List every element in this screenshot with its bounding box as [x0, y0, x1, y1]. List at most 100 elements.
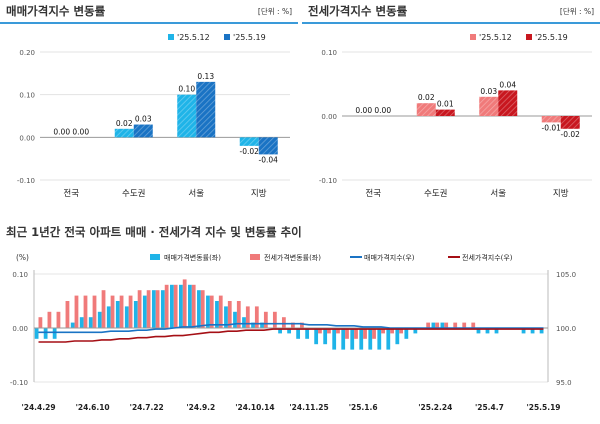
legend-swatch-1 [224, 34, 230, 40]
trend-bar-0 [332, 328, 337, 350]
trend-left-tick: -0.10 [10, 379, 28, 387]
trend-bar-0 [52, 328, 57, 339]
bar-지방-0 [239, 137, 259, 146]
trend-bar-1 [173, 284, 178, 328]
bar-수도권-0 [114, 128, 134, 138]
trend-bar-1 [137, 290, 142, 328]
legend-label-1: '25.5.19 [535, 33, 568, 42]
trend-bar-1 [146, 290, 151, 328]
bar-서울-0 [479, 96, 499, 116]
jeonse-panel-title: 전세가격지수 변동률 [308, 4, 408, 18]
trend-bar-1 [245, 306, 250, 328]
trend-bar-0 [386, 328, 391, 350]
trend-bar-1 [354, 328, 358, 339]
y-tick-label: -0.10 [17, 177, 35, 185]
trend-bar-0 [494, 328, 499, 334]
trend-bar-1 [300, 322, 304, 328]
trend-legend-label-2: 매매가격지수(우) [364, 253, 415, 262]
trend-bar-1 [254, 306, 259, 328]
x-category-label: 전국 [365, 188, 381, 199]
trend-bar-0 [160, 290, 165, 328]
y-tick-label: 0.10 [19, 92, 35, 100]
bar-value-label: 0.03 [480, 87, 497, 96]
trend-bar-0 [179, 284, 183, 328]
jeonse-panel-header: 전세가격지수 변동률 [단위 : %] [302, 0, 600, 24]
x-category-label: 서울 [188, 189, 204, 199]
trend-bar-0 [278, 328, 282, 334]
jeonse-change-bar-chart: '25.5.12'25.5.19-0.100.000.100.00 0.00전국0… [319, 33, 592, 199]
trend-right-tick: 105.0 [556, 271, 576, 279]
trend-bar-1 [363, 328, 367, 339]
trend-bar-1 [209, 295, 214, 328]
trend-bar-1 [227, 301, 232, 328]
trend-legend-label-3: 전세가격지수(우) [462, 253, 513, 262]
trend-line-3 [38, 328, 544, 343]
trend-bar-1 [182, 279, 187, 328]
trend-bar-1 [56, 311, 61, 328]
bar-지방-1 [560, 116, 580, 129]
trend-x-tick: '25.2.24 [418, 403, 452, 412]
trend-left-tick: 0.10 [12, 271, 28, 279]
left-axis-unit: (%) [16, 253, 29, 262]
trend-bar-0 [215, 301, 219, 328]
trend-bar-0 [133, 301, 138, 328]
trend-bar-1 [435, 322, 440, 328]
trend-x-tick: '25.1.6 [349, 403, 378, 412]
trend-bar-1 [65, 301, 70, 328]
trend-bar-1 [272, 311, 277, 328]
trend-bar-1 [471, 322, 476, 328]
legend-swatch-1 [526, 34, 532, 40]
trend-x-tick: '25.5.19 [526, 403, 560, 412]
bar-수도권-1 [435, 109, 455, 116]
trend-bar-0 [43, 328, 48, 339]
trend-bar-0 [530, 328, 535, 334]
trend-x-tick: '24.9.2 [186, 403, 215, 412]
trend-combo-chart: (%) 매매가격변동률(좌) 전세가격변동률(좌) 매매가격지수(우) 전세가격지수(우… [10, 253, 576, 412]
jeonse-panel-unit: [단위 : %] [559, 7, 594, 16]
trend-bar-1 [372, 328, 376, 339]
bar-value-label: 0.00 [355, 106, 372, 115]
trend-legend-label-0: 매매가격변동률(좌) [164, 253, 221, 262]
trend-bar-0 [79, 317, 84, 328]
trend-bar-1 [47, 311, 52, 328]
trend-bar-1 [291, 322, 295, 328]
sale-panel-unit: [단위 : %] [257, 7, 292, 16]
trend-bar-0 [169, 284, 174, 328]
trend-bar-1 [38, 317, 43, 328]
legend-swatch-0 [168, 34, 174, 40]
trend-bar-1 [281, 317, 286, 328]
trend-bar-0 [413, 328, 418, 334]
trend-x-tick: '24.6.10 [76, 403, 110, 412]
trend-bar-1 [390, 328, 394, 334]
bar-value-label: 0.04 [499, 80, 516, 89]
trend-bar-1 [155, 290, 160, 328]
x-category-label: 수도권 [424, 188, 447, 199]
bar-value-label: -0.01 [542, 123, 562, 132]
trend-bar-0 [314, 328, 319, 345]
bar-value-label: 0.03 [135, 115, 152, 124]
trend-bar-0 [142, 295, 147, 328]
trend-section-title: 최근 1년간 전국 아파트 매매 · 전세가격 지수 및 변동률 추이 [6, 225, 302, 239]
trend-bar-1 [336, 328, 340, 334]
legend-label-1: '25.5.19 [233, 33, 266, 42]
trend-x-tick: '24.7.22 [130, 403, 164, 412]
trend-bar-1 [119, 295, 124, 328]
trend-bar-0 [521, 328, 526, 334]
trend-bar-0 [70, 322, 75, 328]
bar-수도권-1 [133, 124, 153, 138]
trend-bar-0 [206, 295, 210, 328]
trend-bar-0 [233, 311, 237, 328]
trend-bar-0 [88, 317, 93, 328]
trend-bar-1 [318, 328, 322, 334]
trend-bar-0 [305, 328, 310, 339]
trend-bar-0 [287, 328, 291, 334]
jeonse-change-panel: 전세가격지수 변동률 [단위 : %] '25.5.12 '25.5.19 -0.1… [302, 0, 600, 212]
bar-value-label: 0.00 [53, 127, 70, 136]
x-category-label: 서울 [490, 189, 506, 199]
bar-value-label: 0.00 [72, 127, 89, 136]
trend-bar-0 [476, 328, 481, 334]
sale-panel-header: 매매가격지수 변동률 [단위 : %] [0, 0, 298, 24]
trend-bar-0 [539, 328, 544, 334]
trend-bar-0 [97, 311, 102, 328]
trend-bar-0 [251, 322, 255, 328]
